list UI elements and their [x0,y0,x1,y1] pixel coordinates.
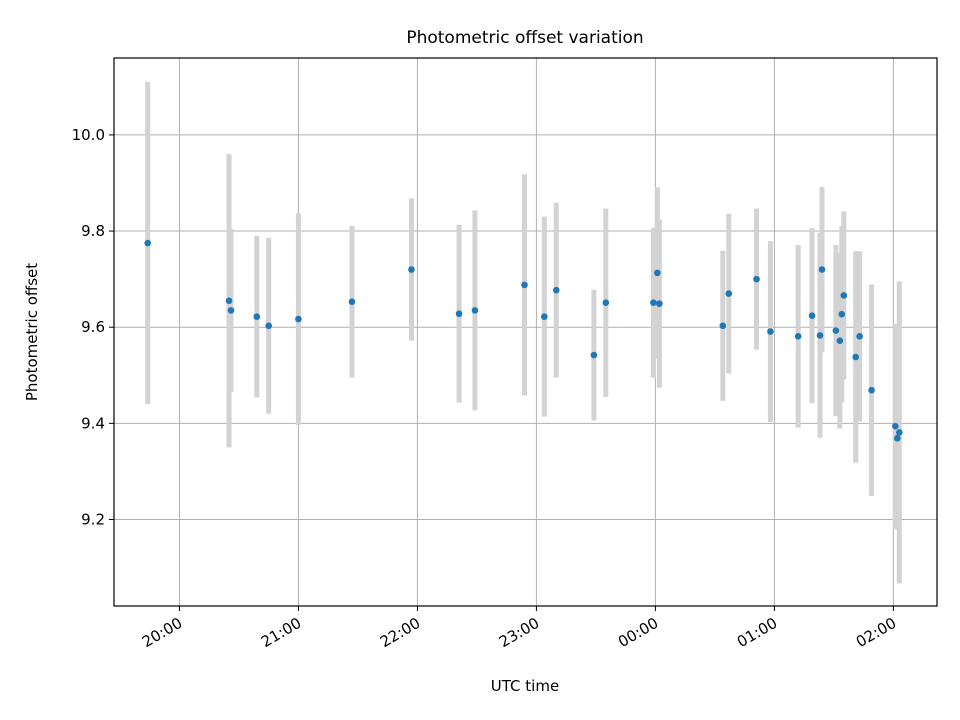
errorbars [145,82,902,584]
data-point [590,351,598,359]
data-point [894,434,901,442]
data-point [471,307,479,314]
x-tick-label: 21:00 [258,614,304,651]
data-point [852,353,859,361]
data-point [144,239,152,247]
data-point [896,429,903,436]
data-point [227,307,235,314]
data-point [521,281,528,289]
x-tick-label: 02:00 [853,614,899,651]
data-point [656,300,663,307]
x-tick-label: 22:00 [377,614,423,651]
data-point [818,266,826,273]
y-tick-label: 9.6 [81,318,105,336]
data-point [725,290,733,297]
data-point [838,310,846,318]
data-point [602,299,610,306]
y-tick-label: 9.8 [81,222,105,240]
data-point [541,313,548,320]
data-point [753,275,760,283]
data-point [225,297,233,305]
data-point [868,386,875,394]
data-point [295,315,302,323]
chart-title: Photometric offset variation [406,28,643,48]
data-point [348,298,356,306]
y-tick-label: 10.0 [72,126,105,144]
data-point [719,322,727,330]
data-point [832,327,840,334]
data-point [265,322,272,330]
data-point [650,299,657,306]
x-tick-label: 00:00 [615,614,661,651]
y-axis-label: Photometric offset [23,263,41,401]
x-axis-ticks: 20:00 21:00 22:00 23:00 00:00 01:00 02:00 [139,606,899,651]
data-point [794,333,802,340]
data-points [144,239,903,442]
y-tick-label: 9.4 [81,414,105,432]
data-point [408,266,415,273]
data-point [892,422,899,430]
data-point [840,292,848,299]
x-tick-label: 01:00 [734,614,780,651]
x-tick-label: 20:00 [139,614,185,651]
y-tick-label: 9.2 [81,510,105,528]
data-point [253,313,261,320]
data-point [767,328,774,335]
data-point [816,332,824,339]
data-point [654,269,661,277]
plot-frame [113,57,938,607]
y-axis-ticks: 9.2 9.4 9.6 9.8 10.0 [72,126,114,528]
data-point [455,310,463,318]
data-point [836,337,844,344]
data-point [808,312,816,319]
x-tick-label: 23:00 [496,614,542,651]
data-point [856,333,863,340]
data-point [552,286,560,294]
x-axis-label: UTC time [491,677,559,695]
